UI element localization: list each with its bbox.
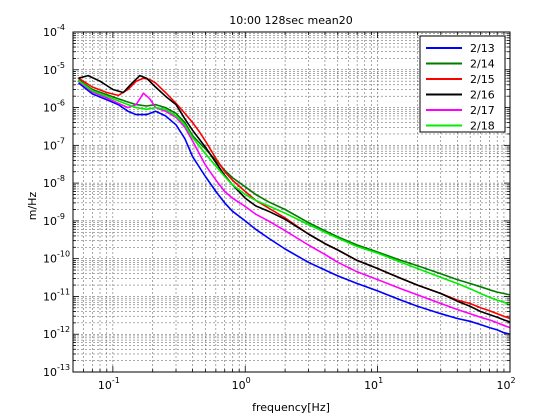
x-axis-label: frequency[Hz] [252,401,330,414]
series-line-2-18 [78,79,510,306]
legend-label: 2/18 [470,120,495,133]
series-line-2-17 [78,80,510,329]
series-line-2-16 [78,74,510,323]
legend-label: 2/15 [470,73,495,86]
legend-label: 2/17 [470,104,495,117]
series-line-2-13 [78,82,510,335]
legend: 2/13 2/14 2/15 2/16 2/17 2/18 [419,35,506,133]
y-axis-label: m/Hz [26,192,39,221]
chart-title: 10:00 128sec mean20 [229,14,352,27]
legend-box [419,35,506,133]
legend-label: 2/13 [470,42,495,55]
plot-frame [72,31,511,373]
data-series [78,74,510,335]
legend-label: 2/16 [470,89,495,102]
legend-label: 2/14 [470,58,495,71]
series-line-2-15 [78,77,510,320]
series-line-2-14 [78,78,510,296]
